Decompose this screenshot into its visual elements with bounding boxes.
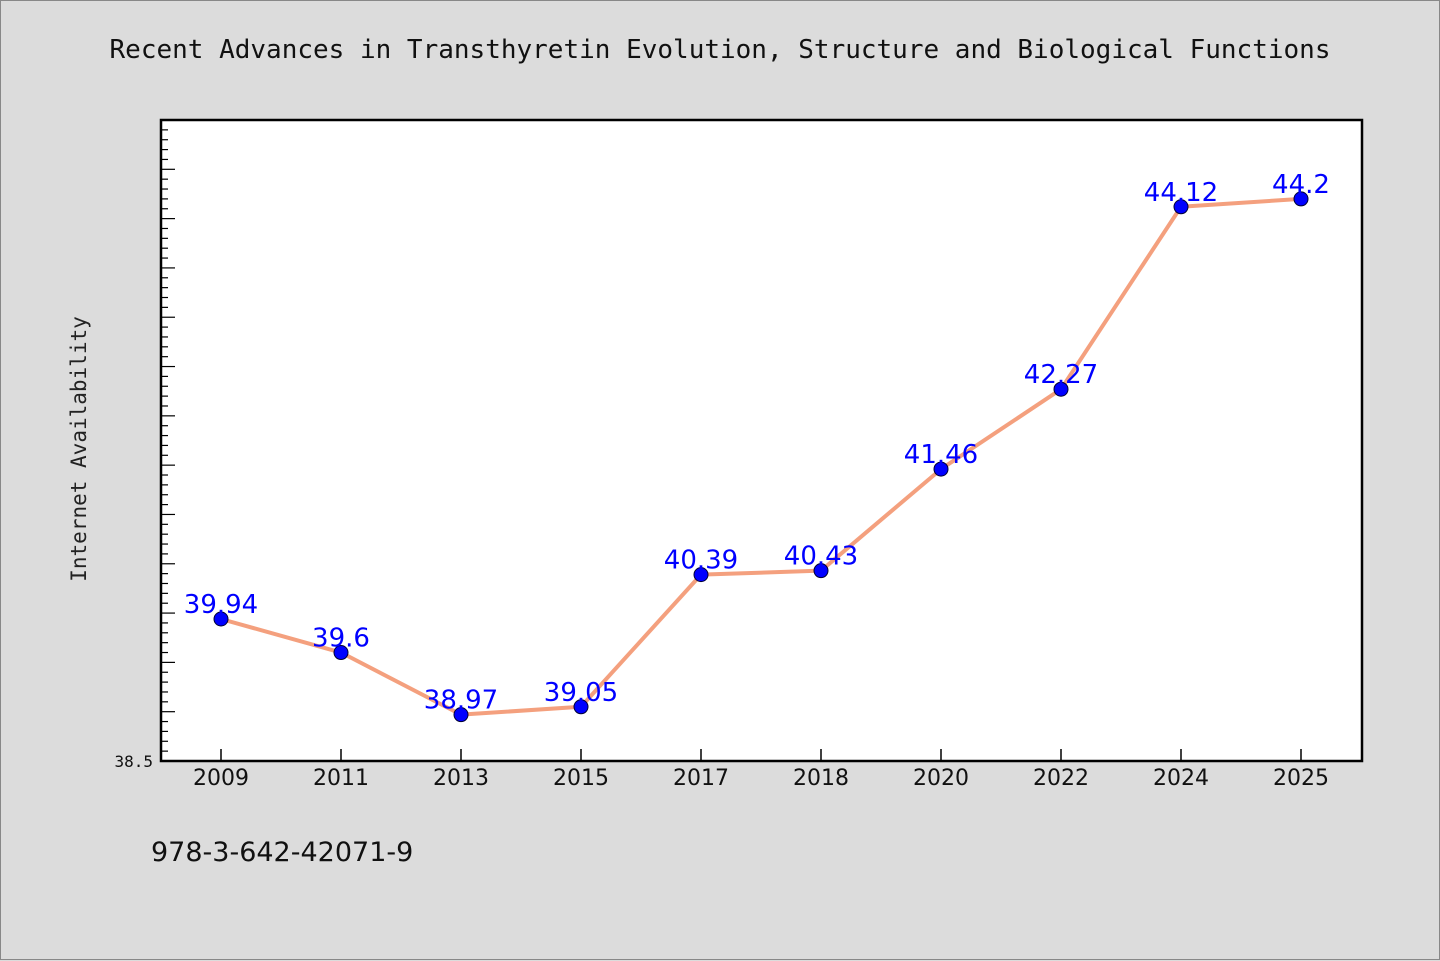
- isbn-footnote: 978-3-642-42071-9: [151, 837, 414, 868]
- chart-title: Recent Advances in Transthyretin Evoluti…: [109, 35, 1331, 65]
- data-label: 39.05: [544, 678, 618, 708]
- data-label: 41.46: [904, 440, 978, 470]
- x-tick-label: 2011: [313, 766, 369, 791]
- data-point: [1173, 199, 1189, 215]
- data-label: 40.39: [664, 546, 738, 576]
- data-label: 38.97: [424, 686, 498, 716]
- series-group: 39.94 39.6 38.97 39.05 40.39 40.43 41.46 42.27 4…: [184, 170, 1330, 723]
- data-point: [333, 645, 349, 661]
- plot-area: [159, 118, 1364, 763]
- data-point: [933, 461, 949, 477]
- x-tick-label: 2024: [1153, 766, 1209, 791]
- data-label: 39.94: [184, 590, 258, 620]
- x-tick-label: 2020: [913, 766, 969, 791]
- x-tick-label: 2017: [673, 766, 729, 791]
- x-tick-label: 2018: [793, 766, 849, 791]
- x-axis-ticks: 2009 2011 2013 2015 2017 2018 2020 2022 2024 2025: [193, 749, 1329, 791]
- data-point: [213, 611, 229, 627]
- x-tick-label: 2009: [193, 766, 249, 791]
- data-label: 44.2: [1272, 170, 1330, 200]
- x-tick-label: 2013: [433, 766, 489, 791]
- x-tick-label: 2015: [553, 766, 609, 791]
- data-point: [1293, 191, 1309, 207]
- data-point: [813, 563, 829, 579]
- data-point: [573, 699, 589, 715]
- data-label: 39.6: [312, 624, 370, 654]
- series-line: [220, 196, 1302, 717]
- x-tick-label: 2022: [1033, 766, 1089, 791]
- data-label: 44.12: [1144, 178, 1218, 208]
- data-point: [453, 707, 469, 723]
- data-label: 40.43: [784, 542, 858, 572]
- data-point: [693, 567, 709, 583]
- y-tick-label: 38.5: [114, 752, 153, 771]
- data-point: [1053, 381, 1069, 397]
- x-tick-label: 2025: [1273, 766, 1329, 791]
- y-axis-ticks: 38.5: [114, 119, 175, 771]
- data-label: 42.27: [1024, 360, 1098, 390]
